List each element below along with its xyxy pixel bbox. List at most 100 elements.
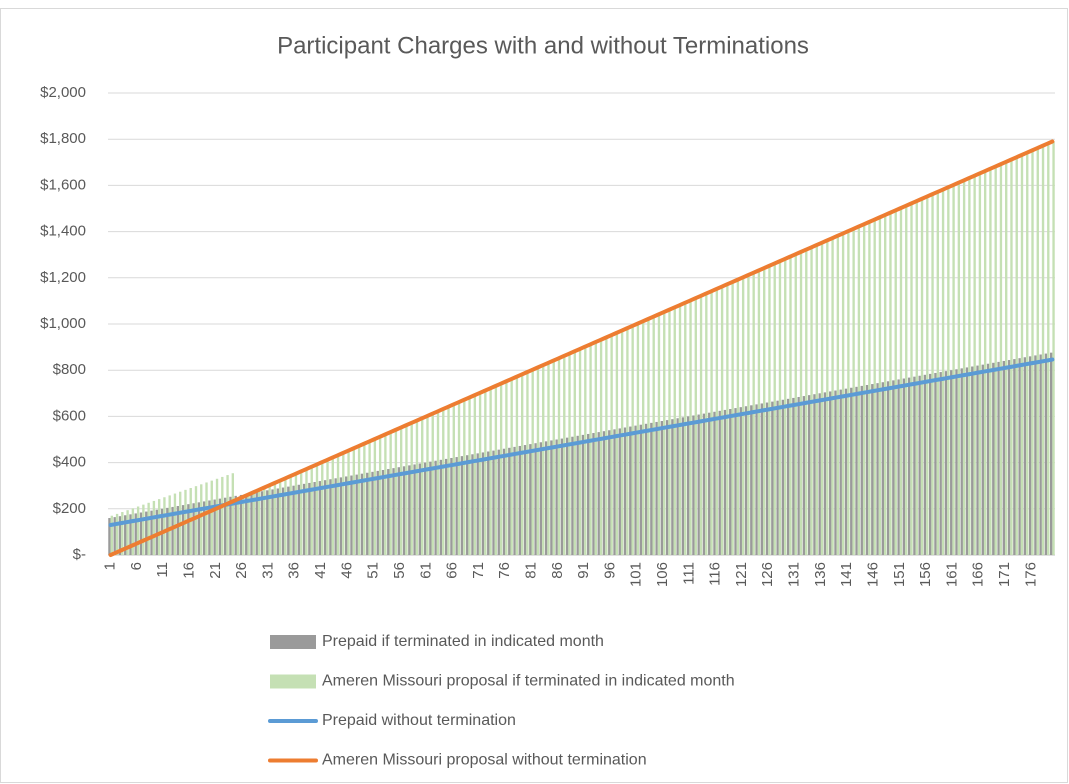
bar [752,273,755,555]
bar [1052,141,1055,555]
bar [505,381,508,555]
bar [260,491,264,555]
bar [589,344,592,555]
bar [226,475,229,555]
x-tick-label: 71 [470,562,487,579]
bar [639,424,643,555]
bar [263,488,266,555]
bar [508,447,511,555]
bar [224,497,227,555]
bar [1047,143,1050,555]
bar [402,466,406,555]
bar [571,436,574,555]
bar [363,444,366,555]
bar [634,425,637,555]
bar [910,203,913,555]
bar [631,326,634,555]
bar [518,445,521,555]
bar [681,417,685,555]
bar [1034,355,1037,555]
bar [221,476,224,555]
bar [147,502,150,555]
bar [918,375,921,555]
bar [657,314,661,555]
bar [771,401,774,555]
bar [899,208,903,555]
y-tick-label: $1,800 [40,130,86,147]
bar [860,385,863,555]
bar [655,421,658,555]
bar [613,429,616,555]
bar [1031,150,1034,555]
bar [1007,360,1011,555]
bar [245,494,248,555]
bar [726,284,729,555]
bar [750,405,753,555]
y-tick-label: $1,000 [40,315,86,332]
bar [284,478,287,555]
bar [489,388,492,555]
bar [786,398,790,555]
bar [115,513,119,555]
bar [294,474,298,555]
bar [713,411,716,555]
bar [939,372,942,555]
bar [520,374,524,555]
bar [523,445,527,555]
bar [884,215,887,555]
chart-title: Participant Charges with and without Ter… [277,32,809,59]
bar [652,317,655,555]
x-tick-label: 111 [680,562,697,585]
bar [813,394,816,555]
bar [352,448,356,555]
legend-label: Prepaid if terminated in indicated month [322,633,604,650]
bar [371,471,374,555]
x-tick-label: 121 [733,562,750,587]
bar [747,275,750,555]
bar [405,425,408,555]
bar [329,479,332,555]
bar [434,460,437,555]
bar [644,423,648,555]
x-tick-label: 116 [707,562,724,586]
bar [871,384,874,555]
y-tick-label: $400 [53,454,86,471]
bar [345,476,348,555]
bar [839,389,842,555]
bar [197,502,201,555]
bar [578,349,582,555]
bar [473,395,477,555]
bar [663,312,666,555]
bar [587,433,590,555]
bar [862,224,866,556]
bar [792,397,795,555]
bar [110,515,113,555]
bar [1020,155,1024,555]
x-tick-label: 81 [522,562,539,579]
bar [339,477,343,555]
bar [250,493,253,555]
bar [710,291,713,555]
bar [157,499,161,555]
x-tick-label: 46 [338,562,355,579]
bar [686,416,690,555]
bar [213,499,216,555]
bar [931,194,934,555]
bar [608,430,611,555]
bar [881,382,885,555]
x-tick-label: 96 [601,562,618,579]
bar [302,483,306,555]
bar [1028,356,1032,555]
bar [194,486,198,555]
bar [818,393,821,555]
bar [992,362,995,555]
bar [171,506,174,555]
bar [718,410,721,555]
x-tick-label: 56 [391,562,408,579]
bar [807,395,811,555]
bar [415,421,419,555]
bar [447,407,450,555]
bar [971,366,974,555]
bar [455,457,458,555]
bar [357,446,361,555]
